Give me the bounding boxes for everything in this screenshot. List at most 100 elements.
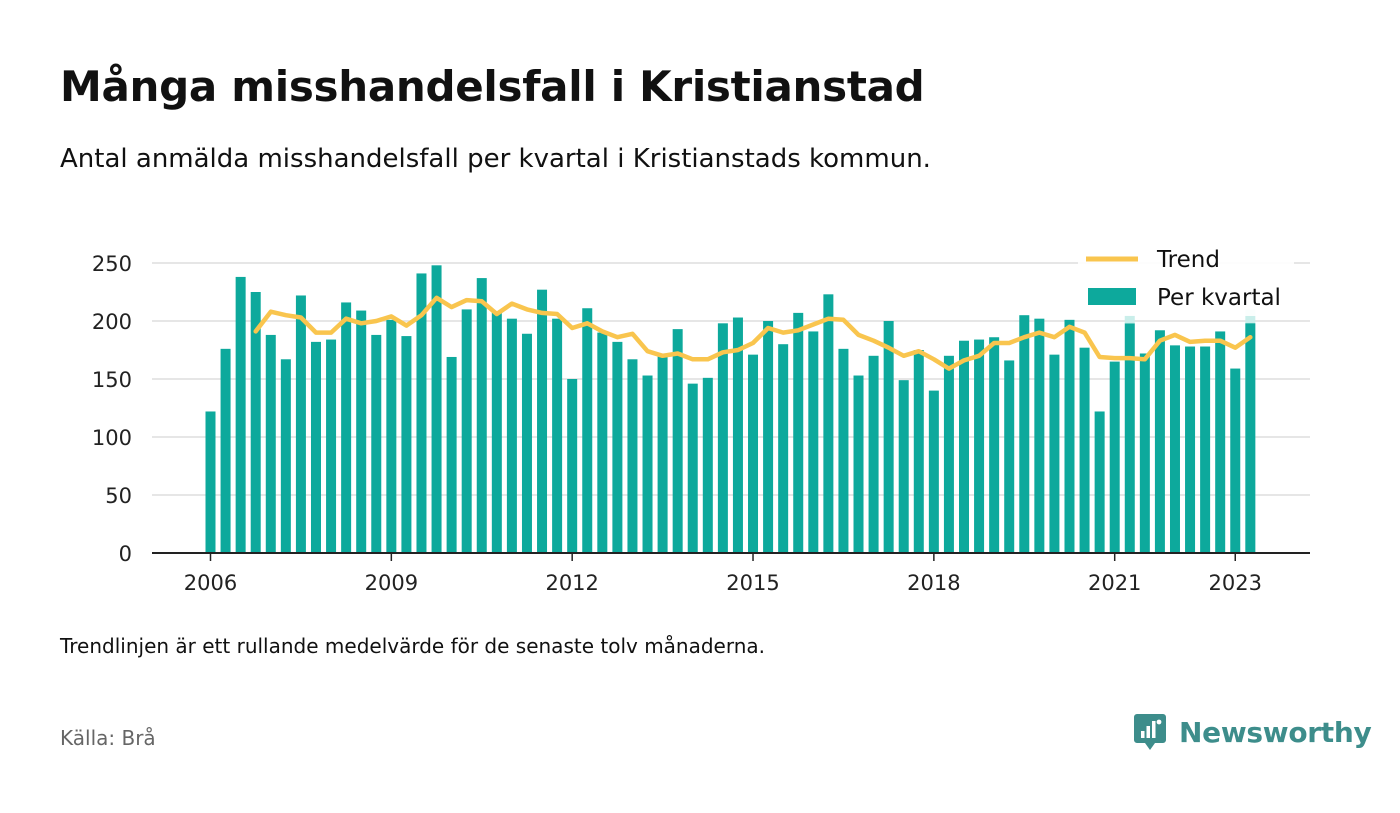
y-tick-label: 50 bbox=[105, 484, 132, 508]
bar bbox=[748, 354, 759, 553]
bar bbox=[552, 318, 563, 553]
x-tick-label: 2023 bbox=[1209, 571, 1262, 595]
bar bbox=[974, 339, 985, 553]
bar bbox=[853, 375, 864, 553]
y-tick-label: 0 bbox=[119, 542, 132, 566]
legend: Trend Per kvartal bbox=[1078, 240, 1294, 316]
bar bbox=[491, 311, 502, 553]
bar bbox=[582, 308, 593, 553]
bar bbox=[341, 302, 352, 553]
brand-logo[interactable]: Newsworthy bbox=[1133, 712, 1372, 752]
bar bbox=[627, 359, 638, 553]
bar bbox=[416, 273, 427, 553]
bar bbox=[537, 289, 548, 553]
bar bbox=[1064, 319, 1075, 553]
bar bbox=[732, 317, 743, 553]
bar bbox=[763, 321, 774, 553]
bar bbox=[1034, 318, 1045, 553]
bar bbox=[717, 323, 728, 553]
legend-label-trend: Trend bbox=[1156, 247, 1220, 273]
trend-line bbox=[253, 295, 1253, 371]
bar bbox=[386, 319, 397, 553]
x-tick-label: 2012 bbox=[545, 571, 598, 595]
bar bbox=[295, 295, 306, 553]
bar bbox=[702, 377, 713, 553]
x-tick-label: 2009 bbox=[365, 571, 418, 595]
bar bbox=[928, 390, 939, 553]
bar bbox=[235, 276, 246, 553]
newsworthy-logo-icon bbox=[1134, 714, 1166, 750]
bar bbox=[1200, 346, 1211, 553]
bar bbox=[1019, 315, 1030, 553]
bar bbox=[1124, 323, 1135, 553]
chart-note: Trendlinjen är ett rullande medelvärde f… bbox=[60, 634, 766, 658]
bar bbox=[778, 344, 789, 553]
bar bbox=[521, 333, 532, 553]
x-axis: 2006 2009 2012 2015 2018 2021 2023 bbox=[152, 552, 1310, 595]
y-tick-label: 150 bbox=[92, 368, 132, 392]
bar bbox=[1245, 323, 1256, 553]
bar bbox=[476, 278, 487, 553]
bar bbox=[461, 309, 472, 553]
bar bbox=[431, 265, 442, 553]
bar bbox=[506, 318, 517, 553]
y-tick-label: 200 bbox=[92, 310, 132, 334]
bar bbox=[672, 329, 683, 553]
bar bbox=[310, 341, 321, 553]
bar bbox=[1139, 353, 1150, 553]
chart-subtitle: Antal anmälda misshandelsfall per kvarta… bbox=[60, 144, 931, 174]
y-axis-labels: 0 50 100 150 200 250 bbox=[92, 252, 132, 566]
bar bbox=[1215, 331, 1226, 553]
trend-line-path bbox=[253, 295, 1253, 371]
bar bbox=[808, 331, 819, 553]
x-tick-label: 2021 bbox=[1088, 571, 1141, 595]
bar bbox=[657, 353, 668, 553]
bars bbox=[205, 265, 1256, 553]
x-tick-label: 2006 bbox=[184, 571, 237, 595]
bar bbox=[356, 310, 367, 553]
bar bbox=[1185, 346, 1196, 553]
bar bbox=[1154, 330, 1165, 553]
bar bbox=[371, 334, 382, 553]
bar bbox=[1109, 361, 1120, 553]
brand-name: Newsworthy bbox=[1179, 715, 1372, 749]
bar bbox=[446, 356, 457, 553]
bar bbox=[220, 348, 231, 553]
bar bbox=[265, 334, 276, 553]
bar bbox=[1169, 345, 1180, 553]
bar bbox=[687, 383, 698, 553]
bar bbox=[205, 411, 216, 553]
legend-label-bars: Per kvartal bbox=[1157, 285, 1281, 311]
bar bbox=[913, 350, 924, 553]
bar bbox=[838, 348, 849, 553]
x-tick-label: 2018 bbox=[907, 571, 960, 595]
chart-title: Många misshandelsfall i Kristianstad bbox=[60, 62, 925, 111]
bar bbox=[793, 312, 804, 553]
bar bbox=[943, 355, 954, 553]
y-tick-label: 100 bbox=[92, 426, 132, 450]
bar bbox=[642, 375, 653, 553]
bar bbox=[280, 359, 291, 553]
bar bbox=[883, 321, 894, 553]
bar bbox=[567, 379, 578, 553]
x-tick-label: 2015 bbox=[726, 571, 779, 595]
bar bbox=[868, 355, 879, 553]
bar bbox=[823, 294, 834, 553]
bar bbox=[1079, 347, 1090, 553]
y-tick-label: 250 bbox=[92, 252, 132, 276]
bar bbox=[1049, 354, 1060, 553]
legend-swatch-bars bbox=[1088, 288, 1136, 305]
bar bbox=[612, 341, 623, 553]
bar bbox=[1004, 360, 1015, 553]
bar bbox=[250, 292, 261, 553]
bar bbox=[1230, 368, 1241, 553]
bar bbox=[989, 337, 1000, 553]
bar bbox=[597, 332, 608, 553]
bar bbox=[401, 336, 412, 553]
bar bbox=[959, 340, 969, 553]
bar bbox=[1094, 411, 1105, 553]
bar-ghost bbox=[1124, 315, 1135, 324]
bar bbox=[326, 339, 337, 553]
chart-source: Källa: Brå bbox=[60, 726, 156, 750]
